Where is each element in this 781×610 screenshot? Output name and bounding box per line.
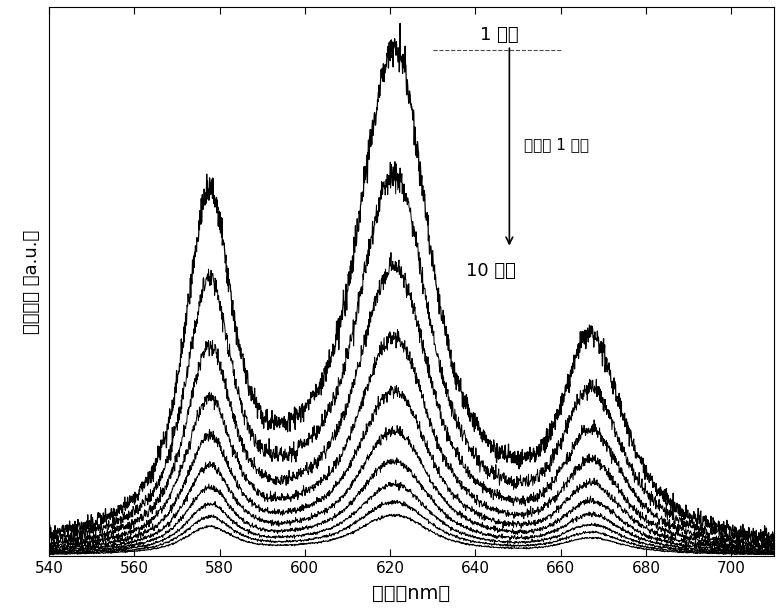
Text: 10 分钟: 10 分钟 [465, 262, 515, 280]
X-axis label: 波长（nm）: 波长（nm） [373, 584, 451, 603]
Text: 间隔＝ 1 分钟: 间隔＝ 1 分钟 [524, 137, 589, 152]
Y-axis label: 相对强度 （a.u.）: 相对强度 （a.u.） [23, 229, 41, 334]
Text: 1 分钟: 1 分钟 [480, 26, 519, 44]
